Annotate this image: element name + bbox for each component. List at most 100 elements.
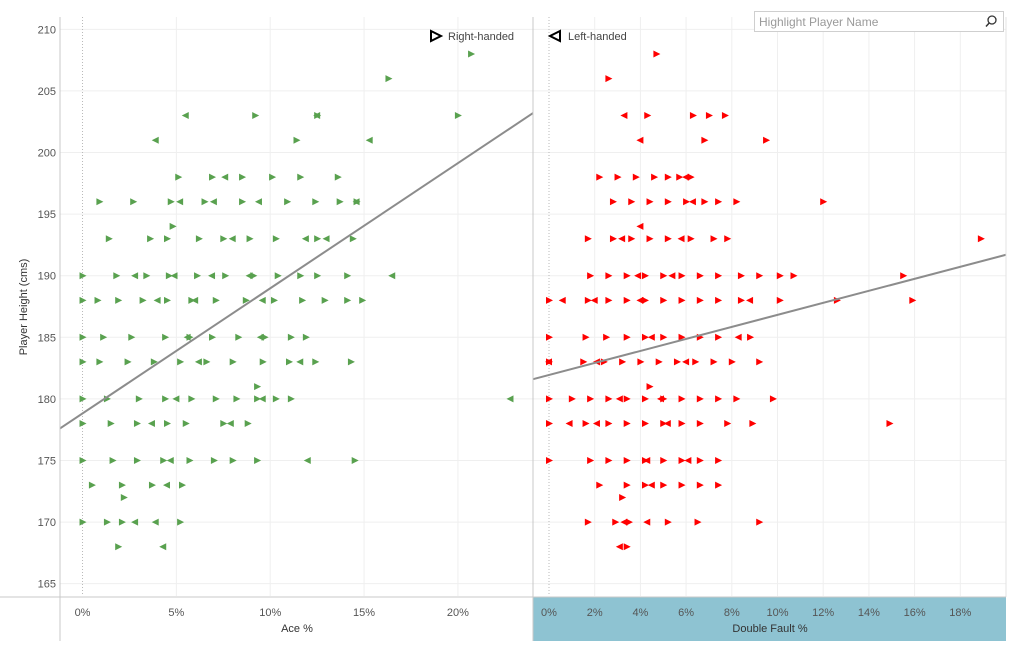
right-handed-point[interactable]: [756, 272, 764, 280]
right-handed-point[interactable]: [167, 198, 175, 206]
left-handed-point[interactable]: [131, 518, 139, 526]
right-handed-point[interactable]: [79, 333, 87, 341]
highlight-player-search[interactable]: [754, 11, 1004, 32]
right-handed-point[interactable]: [696, 395, 704, 403]
right-handed-point[interactable]: [314, 235, 322, 243]
right-handed-point[interactable]: [749, 420, 757, 428]
left-handed-point[interactable]: [636, 136, 644, 144]
right-handed-point[interactable]: [334, 173, 342, 181]
right-handed-point[interactable]: [272, 395, 280, 403]
left-handed-point[interactable]: [615, 543, 623, 551]
left-handed-point[interactable]: [322, 235, 330, 243]
right-handed-point[interactable]: [644, 112, 652, 120]
right-handed-point[interactable]: [605, 75, 613, 83]
right-handed-point[interactable]: [130, 198, 138, 206]
right-handed-point[interactable]: [79, 395, 87, 403]
right-handed-point[interactable]: [646, 198, 654, 206]
right-handed-point[interactable]: [596, 173, 604, 181]
right-handed-point[interactable]: [254, 383, 262, 391]
right-handed-point[interactable]: [254, 456, 262, 464]
right-handed-point[interactable]: [710, 358, 718, 366]
right-handed-point[interactable]: [737, 296, 745, 304]
right-handed-point[interactable]: [596, 481, 604, 489]
left-handed-point[interactable]: [620, 518, 628, 526]
right-handed-point[interactable]: [609, 198, 617, 206]
right-handed-point[interactable]: [619, 358, 627, 366]
right-handed-point[interactable]: [660, 333, 668, 341]
right-handed-point[interactable]: [623, 481, 631, 489]
right-handed-point[interactable]: [210, 456, 218, 464]
right-handed-point[interactable]: [587, 456, 595, 464]
right-handed-point[interactable]: [580, 358, 588, 366]
double-fault-axis-band[interactable]: [533, 597, 1006, 641]
right-handed-point[interactable]: [747, 333, 755, 341]
right-handed-point[interactable]: [664, 518, 672, 526]
left-handed-point[interactable]: [228, 235, 236, 243]
right-handed-point[interactable]: [678, 481, 686, 489]
right-handed-point[interactable]: [705, 112, 713, 120]
right-handed-point[interactable]: [678, 296, 686, 304]
right-handed-point[interactable]: [605, 395, 613, 403]
left-handed-point[interactable]: [166, 456, 174, 464]
right-handed-point[interactable]: [733, 198, 741, 206]
left-handed-point[interactable]: [301, 235, 309, 243]
right-handed-point[interactable]: [194, 272, 202, 280]
right-handed-point[interactable]: [584, 518, 592, 526]
right-handed-point[interactable]: [344, 296, 352, 304]
right-handed-point[interactable]: [687, 173, 695, 181]
right-handed-point[interactable]: [160, 456, 168, 464]
right-handed-point[interactable]: [651, 173, 659, 181]
right-handed-point[interactable]: [165, 272, 173, 280]
right-handed-point[interactable]: [244, 420, 252, 428]
right-handed-point[interactable]: [103, 518, 111, 526]
left-handed-point[interactable]: [636, 222, 644, 230]
right-handed-point[interactable]: [312, 358, 320, 366]
right-handed-point[interactable]: [715, 481, 723, 489]
right-handed-point[interactable]: [641, 333, 649, 341]
right-handed-point[interactable]: [769, 395, 777, 403]
right-handed-point[interactable]: [623, 272, 631, 280]
left-handed-point[interactable]: [388, 272, 396, 280]
right-handed-point[interactable]: [195, 235, 203, 243]
right-handed-point[interactable]: [115, 296, 123, 304]
right-handed-point[interactable]: [222, 272, 230, 280]
right-handed-point[interactable]: [128, 333, 136, 341]
right-handed-point[interactable]: [701, 136, 709, 144]
right-handed-point[interactable]: [614, 173, 622, 181]
left-handed-point[interactable]: [618, 235, 626, 243]
right-handed-point[interactable]: [79, 420, 87, 428]
right-handed-point[interactable]: [696, 420, 704, 428]
right-handed-point[interactable]: [776, 272, 784, 280]
left-handed-point[interactable]: [544, 358, 552, 366]
right-handed-point[interactable]: [336, 198, 344, 206]
right-handed-point[interactable]: [790, 272, 798, 280]
right-handed-point[interactable]: [201, 198, 209, 206]
left-handed-point[interactable]: [151, 136, 159, 144]
right-handed-point[interactable]: [673, 358, 681, 366]
right-handed-point[interactable]: [660, 481, 668, 489]
left-handed-point[interactable]: [258, 296, 266, 304]
right-handed-point[interactable]: [660, 420, 668, 428]
right-handed-point[interactable]: [212, 296, 220, 304]
right-handed-point[interactable]: [687, 235, 695, 243]
right-handed-point[interactable]: [175, 173, 183, 181]
right-handed-point[interactable]: [297, 173, 305, 181]
right-handed-point[interactable]: [678, 395, 686, 403]
left-handed-point[interactable]: [170, 272, 178, 280]
left-handed-point[interactable]: [677, 235, 685, 243]
right-handed-point[interactable]: [314, 272, 322, 280]
left-handed-point[interactable]: [183, 333, 191, 341]
left-handed-point[interactable]: [258, 395, 266, 403]
left-handed-point[interactable]: [296, 358, 304, 366]
right-handed-point[interactable]: [724, 235, 732, 243]
right-handed-point[interactable]: [623, 543, 631, 551]
right-handed-point[interactable]: [79, 518, 87, 526]
right-handed-point[interactable]: [568, 395, 576, 403]
right-handed-point[interactable]: [177, 358, 185, 366]
right-handed-point[interactable]: [582, 420, 590, 428]
right-handed-point[interactable]: [696, 456, 704, 464]
right-handed-point[interactable]: [133, 456, 141, 464]
left-handed-point[interactable]: [682, 358, 690, 366]
right-handed-point[interactable]: [977, 235, 985, 243]
right-handed-point[interactable]: [220, 235, 228, 243]
